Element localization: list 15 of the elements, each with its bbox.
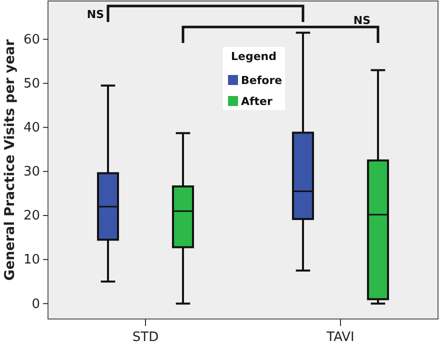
y-tick-label: 20 [23,208,40,224]
legend-label: Before [241,74,282,87]
y-tick-label: 50 [23,76,40,92]
y-axis-title: General Practice Visits per year [2,39,18,281]
annotation: NS [353,14,371,27]
x-tick-label: STD [132,330,159,346]
annotation: NS [86,8,104,21]
y-tick-label: 40 [23,120,40,136]
legend-title: Legend [231,50,277,63]
legend-label: After [241,95,274,108]
y-tick-label: 0 [32,296,40,312]
y-tick-label: 60 [23,32,40,48]
x-tick-label: TAVI [326,330,354,346]
y-tick-label: 30 [23,164,40,180]
y-tick-label: 10 [23,252,40,268]
